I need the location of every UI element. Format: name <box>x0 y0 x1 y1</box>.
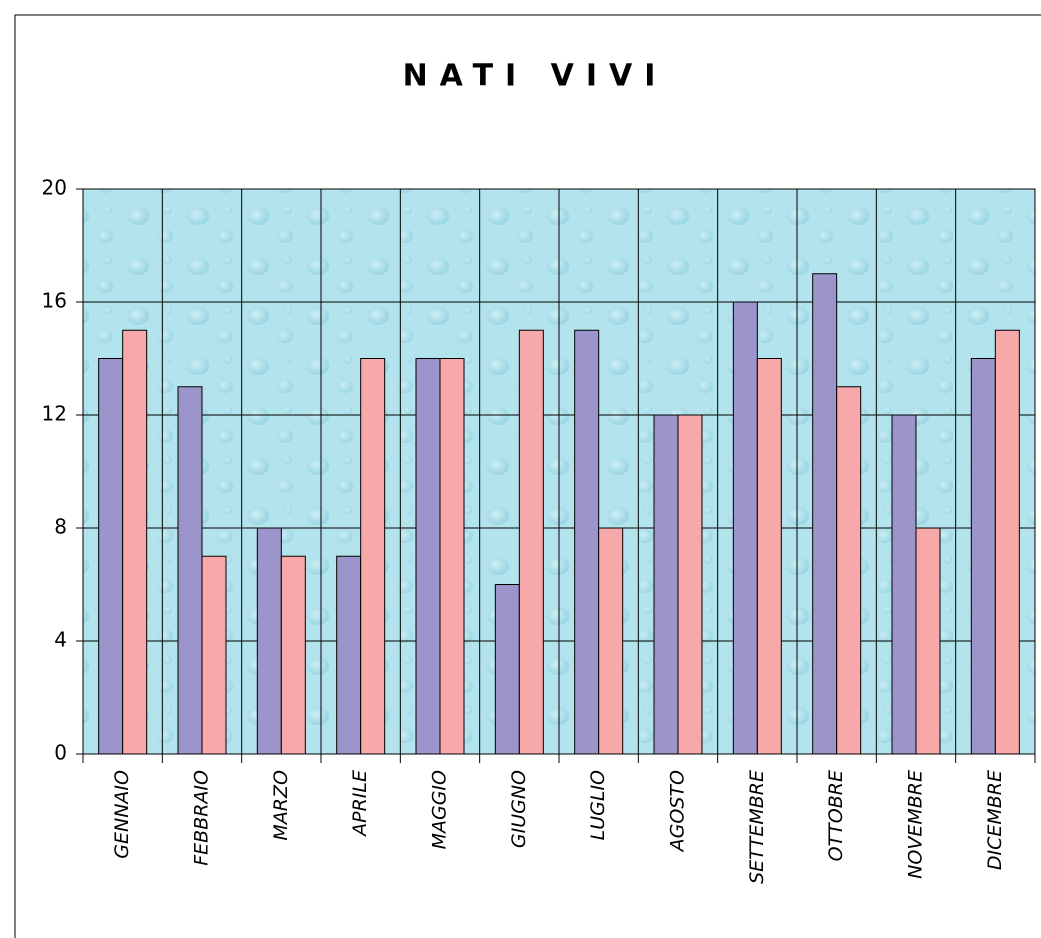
frame <box>14 14 1041 938</box>
bar <box>494 584 520 755</box>
bar <box>360 358 386 755</box>
bar <box>98 358 124 755</box>
x-tick-label: OTTOBRE <box>825 770 847 861</box>
x-tick-label: SETTEMBRE <box>746 770 768 884</box>
x-tick-label: FEBBRAIO <box>191 770 213 866</box>
bar <box>280 555 306 755</box>
chart-title: NATI VIVI <box>403 59 668 94</box>
bar <box>836 386 862 755</box>
x-tick-label: NOVEMBRE <box>905 770 927 879</box>
x-tick-label: GENNAIO <box>111 770 133 859</box>
bar <box>336 555 362 755</box>
y-tick-label: 8 <box>54 515 67 539</box>
y-tick-label: 12 <box>42 402 67 426</box>
bar <box>915 527 941 755</box>
bar <box>439 358 465 755</box>
bar <box>574 329 600 755</box>
x-tick-label: APRILE <box>349 770 371 838</box>
x-tick-label: MAGGIO <box>429 770 451 849</box>
y-tick-label: 16 <box>42 289 67 313</box>
bar <box>756 358 782 755</box>
bar <box>732 301 758 755</box>
y-tick-label: 0 <box>54 741 67 765</box>
bar <box>415 358 441 755</box>
bar <box>598 527 624 755</box>
bar <box>891 414 917 755</box>
x-tick-label: DICEMBRE <box>984 770 1006 870</box>
bar <box>812 273 838 755</box>
bar <box>518 329 544 755</box>
bar <box>122 329 148 755</box>
bar <box>256 527 282 755</box>
y-tick-label: 20 <box>42 176 67 200</box>
bar <box>177 386 203 755</box>
y-tick-label: 4 <box>54 628 67 652</box>
x-tick-label: MARZO <box>270 770 292 841</box>
bar <box>201 555 227 755</box>
bar <box>994 329 1020 755</box>
x-tick-label: LUGLIO <box>587 770 609 840</box>
bar <box>677 414 703 755</box>
x-tick-label: GIUGNO <box>508 770 530 848</box>
x-tick-label: AGOSTO <box>667 770 689 853</box>
bar <box>653 414 679 755</box>
bar <box>970 358 996 755</box>
